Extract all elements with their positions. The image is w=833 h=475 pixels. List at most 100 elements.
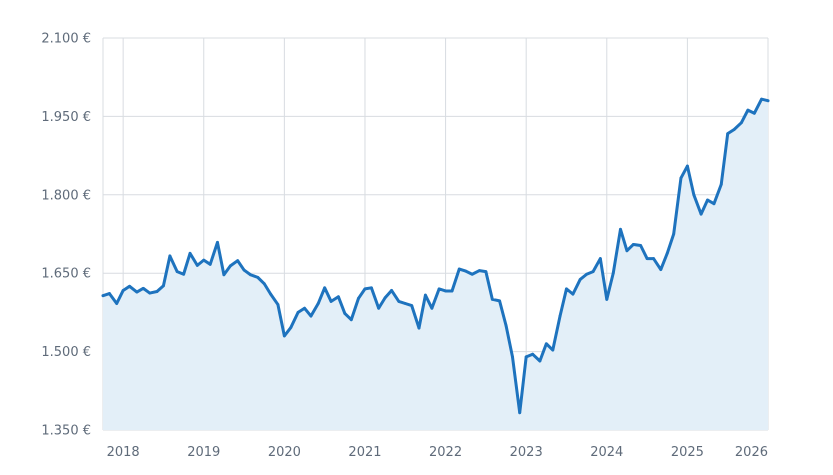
data-point bbox=[619, 227, 622, 231]
data-point bbox=[732, 128, 736, 131]
data-point bbox=[511, 355, 514, 359]
data-point bbox=[276, 303, 280, 306]
data-point bbox=[135, 290, 139, 294]
x-tick-label: 2025 bbox=[671, 445, 704, 460]
data-point bbox=[692, 193, 696, 197]
data-point bbox=[450, 289, 454, 293]
data-point bbox=[598, 257, 602, 260]
x-tick-label: 2020 bbox=[268, 445, 301, 460]
data-point bbox=[222, 273, 226, 277]
data-point bbox=[679, 176, 683, 180]
series-line bbox=[101, 97, 770, 415]
y-tick-label: 1.800 € bbox=[41, 188, 91, 203]
data-point bbox=[363, 287, 367, 291]
data-point bbox=[706, 198, 709, 202]
data-point bbox=[504, 324, 508, 327]
data-point bbox=[437, 287, 441, 291]
data-point bbox=[262, 282, 266, 286]
data-point bbox=[712, 202, 716, 206]
data-point bbox=[228, 264, 232, 268]
data-point bbox=[155, 290, 159, 293]
data-point bbox=[685, 164, 689, 168]
data-point bbox=[417, 326, 421, 330]
data-point bbox=[498, 299, 501, 303]
data-point bbox=[282, 334, 286, 338]
area-fill bbox=[103, 99, 768, 431]
data-points bbox=[101, 97, 770, 415]
data-point bbox=[571, 292, 575, 296]
data-point bbox=[397, 300, 401, 303]
data-point bbox=[430, 306, 434, 310]
data-point bbox=[639, 244, 643, 247]
data-point bbox=[752, 111, 756, 115]
data-point bbox=[108, 292, 111, 295]
data-point bbox=[760, 97, 763, 101]
y-tick-label: 1.500 € bbox=[41, 345, 91, 360]
data-point bbox=[746, 108, 750, 112]
data-point bbox=[357, 296, 360, 300]
y-tick-label: 1.650 € bbox=[41, 267, 91, 282]
x-tick-label: 2024 bbox=[590, 445, 623, 460]
data-point bbox=[645, 257, 649, 260]
data-point bbox=[551, 348, 555, 352]
data-point bbox=[377, 306, 381, 310]
data-point bbox=[766, 99, 770, 103]
data-point bbox=[578, 278, 582, 281]
data-point bbox=[585, 272, 589, 276]
data-point bbox=[478, 269, 481, 272]
data-point bbox=[148, 291, 152, 295]
x-tick-label: 2026 bbox=[735, 445, 768, 460]
data-point bbox=[403, 302, 407, 305]
data-point bbox=[296, 311, 300, 314]
x-tick-label: 2022 bbox=[429, 445, 462, 460]
y-axis-labels: 1.350 € 1.500 € 1.650 € 1.800 € 1.950 € 2.100… bbox=[41, 32, 91, 439]
data-point bbox=[558, 314, 562, 318]
data-point bbox=[202, 258, 206, 262]
data-point bbox=[464, 269, 468, 273]
x-tick-label: 2019 bbox=[187, 445, 220, 460]
data-point bbox=[349, 318, 353, 322]
data-point bbox=[605, 297, 609, 301]
data-point bbox=[242, 268, 246, 272]
data-point bbox=[424, 293, 427, 297]
data-point bbox=[188, 251, 192, 255]
data-point bbox=[659, 268, 663, 271]
data-point bbox=[611, 271, 615, 275]
data-point bbox=[538, 359, 542, 363]
data-point bbox=[531, 352, 535, 356]
data-point bbox=[631, 243, 635, 246]
data-point bbox=[236, 259, 240, 263]
data-point bbox=[591, 270, 595, 274]
data-point bbox=[652, 257, 655, 260]
data-point bbox=[208, 262, 212, 266]
data-point bbox=[323, 286, 327, 290]
data-point bbox=[383, 296, 387, 300]
data-point bbox=[544, 342, 548, 346]
y-tick-label: 1.350 € bbox=[41, 424, 91, 439]
data-point bbox=[141, 286, 145, 290]
data-point bbox=[726, 132, 730, 136]
data-point bbox=[672, 232, 676, 236]
y-tick-label: 1.950 € bbox=[41, 110, 91, 125]
data-point bbox=[269, 292, 273, 296]
data-point bbox=[518, 411, 522, 415]
data-point bbox=[390, 289, 393, 292]
data-point bbox=[175, 270, 179, 274]
data-point bbox=[370, 286, 373, 290]
data-point bbox=[195, 263, 199, 267]
data-point bbox=[182, 272, 186, 276]
y-tick-label: 2.100 € bbox=[41, 32, 91, 47]
data-point bbox=[565, 287, 568, 291]
data-point bbox=[216, 240, 219, 244]
data-point bbox=[316, 302, 320, 305]
data-point bbox=[336, 295, 340, 299]
x-tick-label: 2018 bbox=[107, 445, 140, 460]
data-point bbox=[719, 182, 723, 186]
data-point bbox=[289, 326, 293, 329]
data-point bbox=[524, 355, 528, 359]
data-point bbox=[484, 270, 488, 274]
data-point bbox=[249, 273, 252, 277]
data-point bbox=[444, 289, 447, 293]
data-point bbox=[665, 251, 669, 255]
